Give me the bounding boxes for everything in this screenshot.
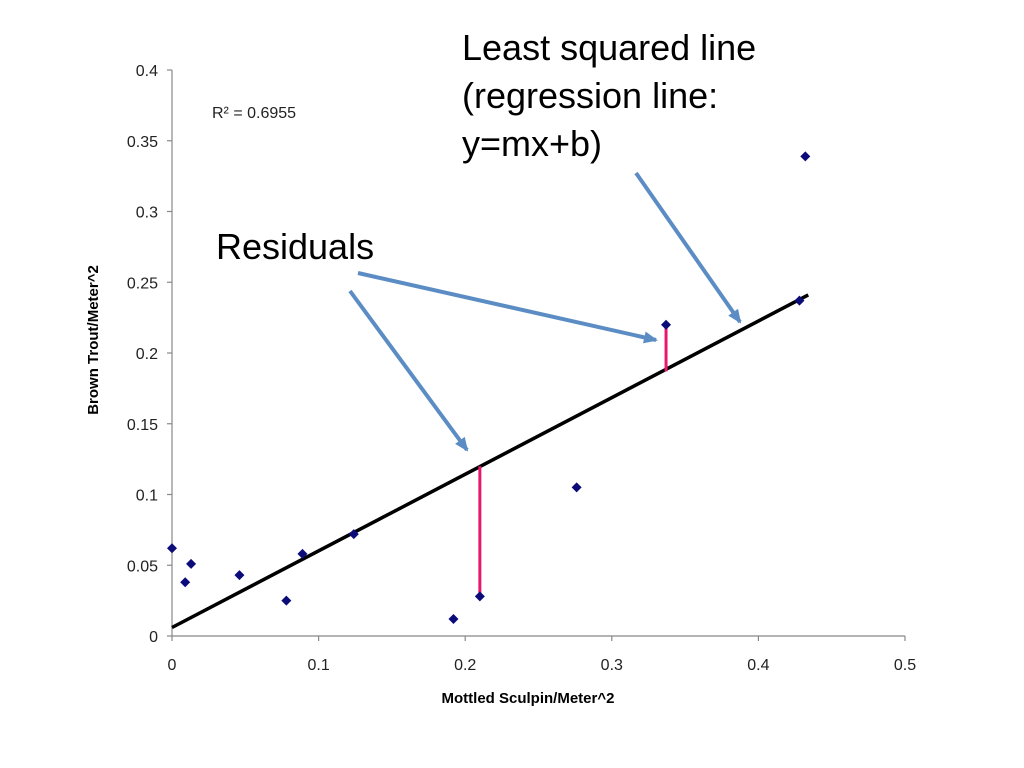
y-tick-label: 0.2 xyxy=(136,346,158,363)
x-tick-label: 0 xyxy=(168,657,177,674)
y-tick-label: 0.15 xyxy=(127,417,158,434)
data-point xyxy=(474,591,485,602)
data-point xyxy=(297,548,308,559)
x-axis-title: Mottled Sculpin/Meter^2 xyxy=(442,690,615,707)
data-points xyxy=(167,151,811,625)
y-axis-title: Brown Trout/Meter^2 xyxy=(85,265,102,415)
regression-annotation-line-1: Least squared line xyxy=(462,27,756,68)
arrow-to-regression-line xyxy=(634,171,742,324)
x-tick-label: 0.5 xyxy=(894,657,916,674)
x-tick-label: 0.4 xyxy=(747,657,769,674)
y-tick-label: 0.1 xyxy=(136,488,158,505)
residuals-group xyxy=(478,324,668,597)
data-point xyxy=(794,295,805,306)
y-tick-label: 0.35 xyxy=(127,134,158,151)
x-tick-label: 0.3 xyxy=(601,657,623,674)
regression-annotation-line-3: y=mx+b) xyxy=(462,123,602,164)
y-tick-label: 0 xyxy=(149,629,158,646)
y-tick-label: 0.25 xyxy=(127,275,158,292)
data-point xyxy=(661,319,672,330)
data-point xyxy=(800,151,811,162)
data-point xyxy=(167,543,177,554)
y-tick-label: 0.4 xyxy=(136,63,158,80)
tick-labels: 0 0.05 0.1 0.15 0.2 0.25 0.3 0.35 0.4 0 0.1 0.2 0.3 0… xyxy=(127,63,916,674)
x-tick-label: 0.1 xyxy=(307,657,329,674)
arrow-to-residual-left xyxy=(348,289,469,452)
data-point xyxy=(186,558,197,569)
regression-annotation-line-2: (regression line: xyxy=(462,75,718,116)
data-point xyxy=(281,595,292,606)
arrow-to-residual-right xyxy=(357,271,658,344)
regression-line-group xyxy=(171,293,810,630)
r-squared-label: R² = 0.6955 xyxy=(212,105,296,122)
regression-line xyxy=(171,293,810,630)
data-point xyxy=(180,577,191,588)
y-tick-label: 0.3 xyxy=(136,205,158,222)
data-point xyxy=(348,529,359,540)
data-point xyxy=(448,614,459,625)
y-tick-label: 0.05 xyxy=(127,558,158,575)
data-point xyxy=(571,482,582,493)
data-point xyxy=(234,570,245,581)
x-tick-label: 0.2 xyxy=(454,657,476,674)
residuals-annotation: Residuals xyxy=(216,226,374,267)
